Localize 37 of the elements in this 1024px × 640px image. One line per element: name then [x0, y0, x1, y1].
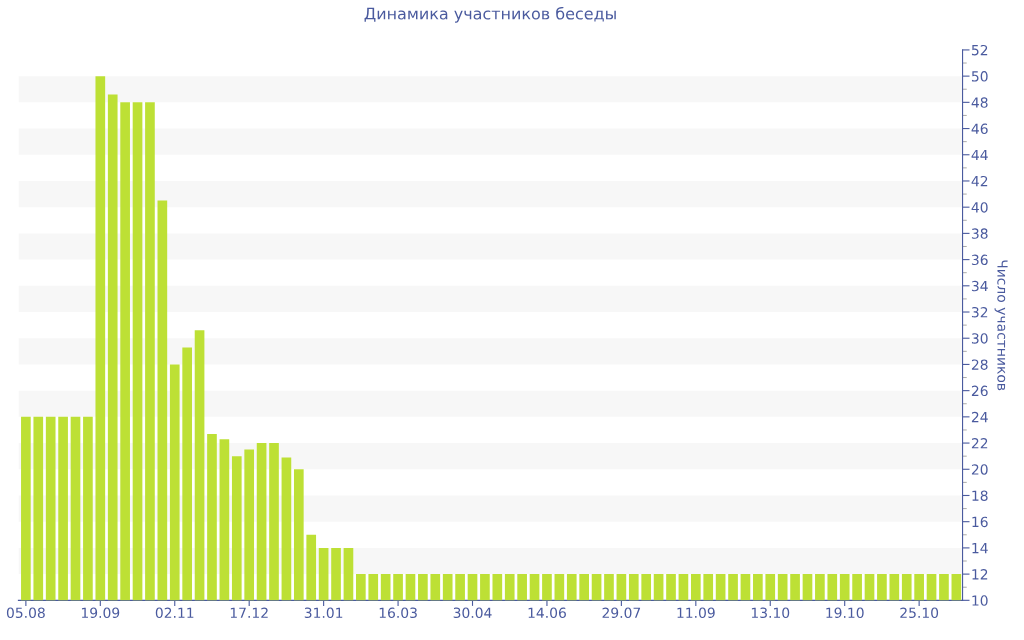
y-tick-label: 38 [971, 228, 988, 239]
x-tick-label: 31.01 [304, 607, 343, 619]
x-tick-label: 16.03 [379, 607, 417, 619]
x-tick-label: 02.11 [155, 607, 194, 619]
y-tick-label: 10 [972, 595, 988, 606]
y-tick-label: 34 [971, 280, 988, 292]
x-tick-label: 29.07 [602, 607, 641, 619]
y-tick-label: 26 [971, 385, 988, 397]
y-tick-label: 36 [971, 254, 988, 266]
x-tick-label: 30.04 [453, 607, 492, 619]
y-tick-label: 22 [971, 438, 988, 449]
y-tick-label: 50 [971, 71, 988, 82]
y-tick-label: 48 [971, 97, 988, 108]
x-tick-label: 14.06 [528, 607, 566, 619]
y-tick-label: 42 [971, 175, 988, 187]
y-tick-label: 52 [971, 44, 988, 56]
y-tick-label: 20 [971, 464, 988, 475]
y-tick-label: 24 [971, 411, 988, 423]
chart-title: Динамика участников беседы [364, 6, 616, 23]
y-tick-label: 16 [972, 516, 988, 528]
y-tick-label: 32 [971, 306, 988, 318]
y-axis-title: Число участников [994, 260, 1008, 391]
y-tick-label: 12 [972, 569, 988, 580]
x-tick-label: 13.10 [751, 607, 790, 619]
y-tick-label: 46 [971, 123, 988, 135]
y-tick-label: 18 [972, 490, 988, 501]
x-tick-label: 11.09 [677, 607, 715, 619]
x-tick-label: 17.12 [230, 607, 268, 618]
y-tick-label: 14 [972, 543, 988, 554]
x-tick-label: 19.09 [81, 607, 120, 619]
y-tick-label: 30 [971, 333, 988, 344]
y-tick-label: 28 [971, 359, 988, 370]
x-tick-label: 25.10 [900, 607, 939, 619]
y-tick-label: 44 [971, 149, 988, 161]
x-tick-label: 05.08 [6, 607, 45, 619]
x-tick-label: 19.10 [826, 607, 864, 619]
y-tick-label: 40 [971, 202, 988, 213]
